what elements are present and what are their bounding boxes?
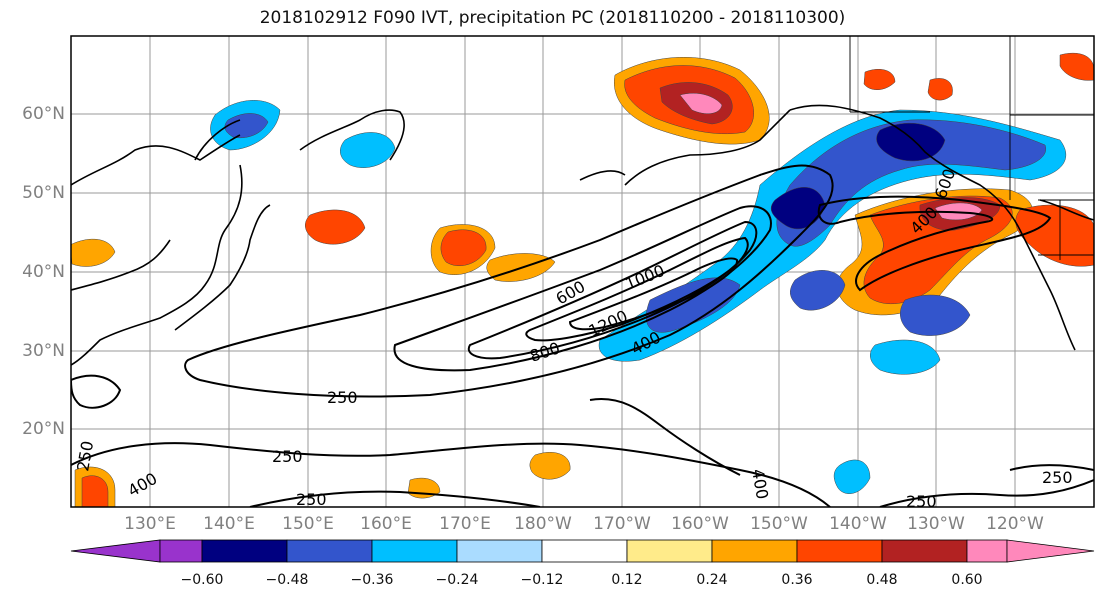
lon-label: 130°E [124,514,176,534]
map-frame [70,35,1095,508]
lat-label: 30°N [22,341,65,361]
lon-label: 170°E [439,514,491,534]
borders [849,36,1094,260]
contour-labels: 250 250 250 250 250 400 400 400 600 800 … [73,166,1072,511]
lat-label: 20°N [22,419,65,439]
colorbar-swatch [286,539,373,563]
ivt-contours [71,164,1094,507]
colorbar-swatch [711,539,798,563]
colorbar-tick-label: −0.60 [180,572,224,588]
lon-label: 170°W [593,514,651,534]
contour-label: 250 [272,447,303,466]
colorbar-swatch [966,539,1008,563]
lon-label: 180°W [514,514,572,534]
colorbar-tick-label: 0.36 [781,572,813,588]
contour-label: 400 [748,467,772,500]
contour-label: 400 [125,469,161,501]
lon-label: 120°W [986,514,1044,534]
contour-label: 250 [296,490,327,509]
colorbar-swatch [371,539,458,563]
colorbar-swatch [159,539,203,563]
contour-label: 250 [1042,468,1073,487]
colorbar-swatch [541,539,628,563]
lon-label: 140°E [203,514,255,534]
colorbar [70,539,1095,563]
contour-label: 800 [527,338,562,366]
colorbar-tick-label: 0.48 [866,572,898,588]
colorbar-tick-label: 0.60 [951,572,983,588]
colorbar-tick-label: −0.48 [265,572,309,588]
colorbar-swatch [201,539,288,563]
colorbar-swatch [796,539,883,563]
colorbar-swatch [456,539,543,563]
colorbar-extend-high [1006,539,1095,563]
lon-label: 160°E [360,514,412,534]
lon-label: 150°W [750,514,808,534]
contour-label: 250 [327,388,358,407]
lat-label: 40°N [22,262,65,282]
colorbar-tick-label: −0.12 [520,572,564,588]
colorbar-tick-label: −0.24 [435,572,479,588]
lon-label: 130°W [907,514,965,534]
contour-label: 1000 [622,261,667,294]
lon-label: 160°W [671,514,729,534]
colorbar-swatch [626,539,713,563]
lon-label: 150°E [282,514,334,534]
lat-label: 60°N [22,104,65,124]
colorbar-extend-low [70,539,161,563]
coastlines [71,104,1094,366]
colorbar-tick-label: −0.36 [350,572,394,588]
colorbar-tick-label: 0.24 [696,572,728,588]
lat-label: 50°N [22,183,65,203]
precip-shading [71,52,1094,507]
lon-label: 140°W [829,514,887,534]
contour-label: 250 [906,492,937,511]
map-title: 2018102912 F090 IVT, precipitation PC (2… [259,8,846,28]
colorbar-tick-label: 0.12 [611,572,643,588]
colorbar-swatch [881,539,968,563]
